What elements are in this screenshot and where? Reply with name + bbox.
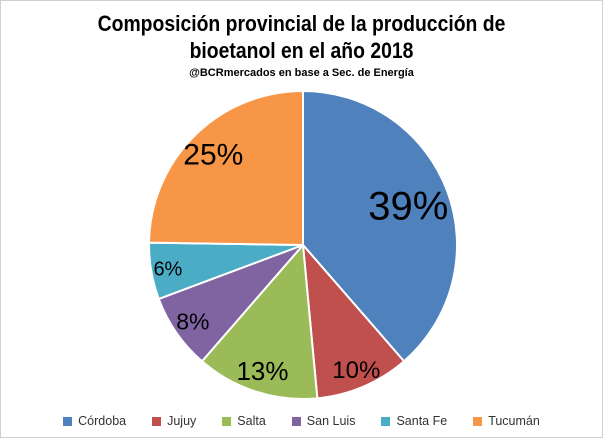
pie-label-jujuy: 10% bbox=[332, 357, 380, 384]
pie-slice-cordoba bbox=[302, 90, 458, 363]
chart-title: Composición provincial de la producción … bbox=[37, 10, 566, 64]
chart-subtitle: @BCRmercados en base a Sec. de Energía bbox=[189, 67, 414, 79]
pie-label-salta: 13% bbox=[236, 356, 288, 386]
legend-item-salta: Salta bbox=[222, 414, 266, 428]
legend-label-jujuy: Jujuy bbox=[167, 414, 197, 428]
legend-marker-santa-fe bbox=[381, 416, 391, 426]
pie-slice-jujuy bbox=[302, 244, 406, 400]
legend-label-tucuman: Tucumán bbox=[488, 414, 540, 428]
legend-marker-jujuy bbox=[152, 416, 162, 426]
legend-item-tucuman: Tucumán bbox=[473, 414, 540, 428]
legend-item-santa-fe: Santa Fe bbox=[381, 414, 447, 428]
legend-label-santa-fe: Santa Fe bbox=[396, 414, 448, 428]
legend-label-salta: Salta bbox=[237, 414, 266, 428]
legend-item-jujuy: Jujuy bbox=[152, 414, 196, 428]
legend-marker-salta bbox=[222, 416, 232, 426]
legend-label-cordoba: Córdoba bbox=[78, 414, 127, 428]
legend-item-san-luis: San Luis bbox=[291, 414, 356, 428]
legend-marker-tucuman bbox=[473, 416, 483, 426]
chart-header: Composición provincial de la producción … bbox=[1, 10, 602, 80]
legend-marker-san-luis bbox=[291, 416, 301, 426]
legend-item-cordoba: Córdoba bbox=[63, 414, 126, 428]
chart-title-line-2: bioetanol en el año 2018 bbox=[189, 38, 414, 63]
pie-slice-tucuman bbox=[148, 90, 304, 246]
legend-label-san-luis: San Luis bbox=[306, 414, 356, 428]
legend-marker-cordoba bbox=[63, 416, 73, 426]
chart-title-line-1: Composición provincial de la producción … bbox=[97, 11, 506, 36]
chart-legend: Córdoba Jujuy Salta San Luis Santa Fe Tucumán bbox=[1, 414, 602, 428]
pie-label-santa-fe: 6% bbox=[153, 258, 182, 280]
pie-label-cordoba: 39% bbox=[368, 185, 448, 229]
pie-label-tucuman: 25% bbox=[183, 138, 243, 171]
pie-label-san-luis: 8% bbox=[176, 308, 209, 334]
pie-slice-salta bbox=[200, 244, 319, 400]
